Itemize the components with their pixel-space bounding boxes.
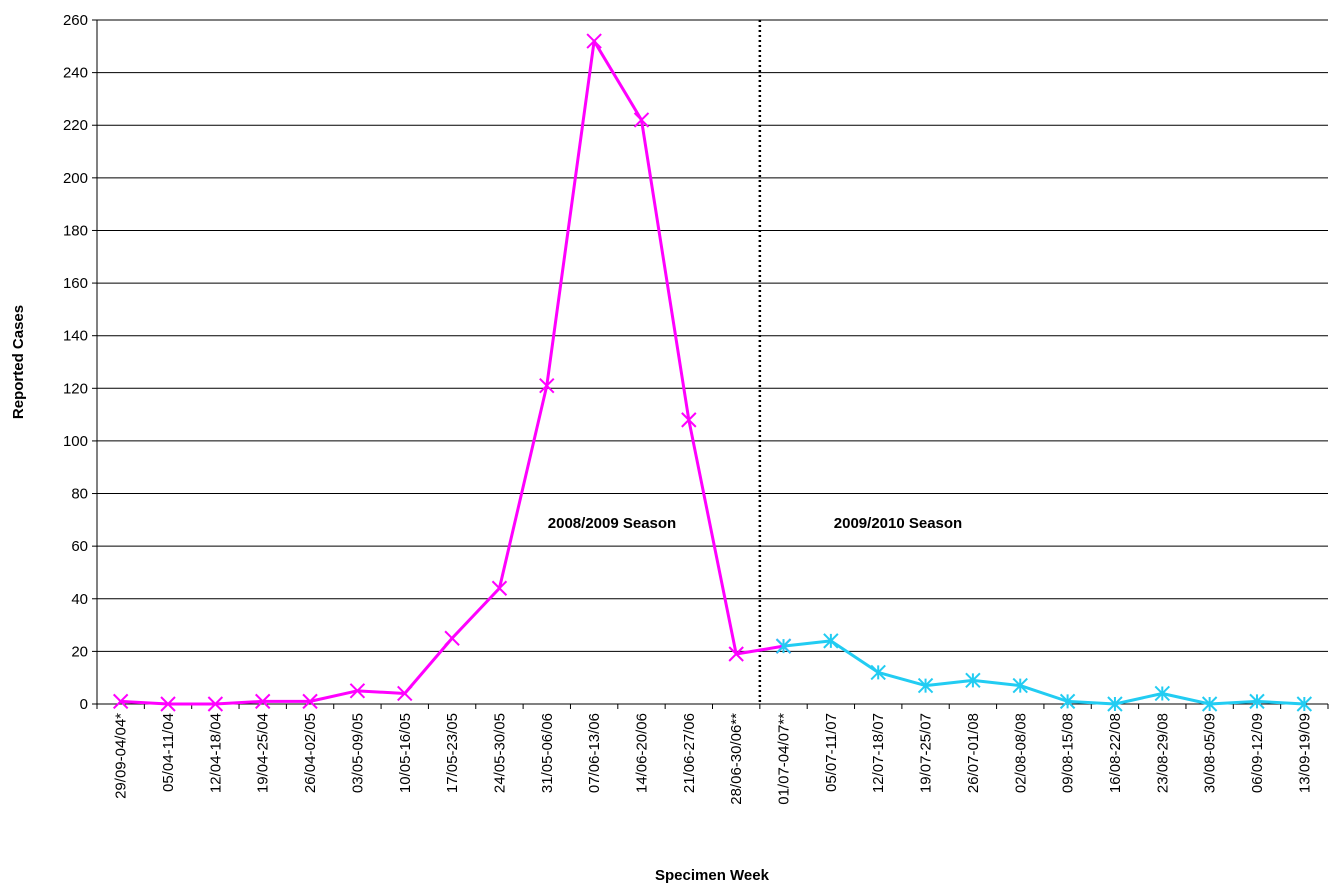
x-tick-label: 05/04-11/04: [160, 713, 177, 792]
marker: [917, 677, 934, 694]
x-tick-label: 29/09-04/04*: [113, 713, 130, 799]
annotation: 2009/2010 Season: [834, 515, 962, 532]
marker: [160, 696, 176, 712]
marker: [681, 412, 697, 428]
y-tick-label: 240: [63, 65, 88, 82]
y-tick-label: 20: [71, 643, 88, 660]
y-tick-label: 100: [63, 433, 88, 450]
x-tick-label: 13/09-19/09: [1296, 713, 1313, 793]
marker: [444, 630, 460, 646]
marker: [491, 580, 508, 596]
y-tick-label: 260: [63, 12, 88, 29]
marker: [775, 638, 792, 654]
x-tick-label: 06/09-12/09: [1249, 713, 1266, 793]
y-tick-label: 120: [63, 380, 88, 397]
marker: [1201, 696, 1218, 712]
marker: [207, 696, 224, 712]
marker: [397, 685, 413, 702]
x-tick-label: 26/07-01/08: [965, 713, 982, 793]
y-tick-label: 40: [71, 591, 88, 608]
y-tick-label: 180: [63, 222, 88, 239]
marker: [539, 377, 555, 394]
x-tick-label: 07/06-13/06: [586, 713, 603, 793]
x-tick-label: 28/06-30/06**: [728, 713, 745, 805]
marker: [586, 33, 602, 49]
marker: [870, 664, 886, 681]
marker: [112, 693, 129, 710]
annotation: 2008/2009 Season: [548, 515, 676, 532]
y-tick-label: 140: [63, 328, 88, 345]
x-tick-label: 21/06-27/06: [681, 713, 698, 793]
x-tick-label: 19/04-25/04: [255, 713, 272, 793]
x-tick-label: 14/06-20/06: [633, 713, 650, 793]
x-tick-label: 05/07-11/07: [823, 713, 840, 792]
marker: [1154, 685, 1170, 702]
y-tick-label: 200: [63, 170, 88, 187]
x-tick-label: 02/08-08/08: [1012, 713, 1029, 793]
marker: [1296, 696, 1313, 712]
x-tick-label: 12/07-18/07: [870, 713, 887, 793]
marker: [633, 112, 650, 128]
x-tick-label: 09/08-15/08: [1060, 713, 1077, 793]
x-axis-label: Specimen Week: [655, 867, 770, 884]
x-tick-label: 26/04-02/05: [302, 713, 319, 793]
marker: [1012, 677, 1028, 694]
y-tick-label: 0: [80, 696, 88, 713]
series-line: [120, 39, 784, 706]
y-tick-label: 160: [63, 275, 88, 292]
x-tick-label: 12/04-18/04: [207, 713, 224, 793]
marker: [1249, 693, 1265, 710]
x-tick-label: 23/08-29/08: [1154, 713, 1171, 793]
x-tick-label: 16/08-22/08: [1107, 713, 1124, 793]
y-tick-label: 220: [63, 117, 88, 134]
x-tick-label: 03/05-09/05: [349, 713, 366, 793]
y-tick-label: 80: [71, 486, 88, 503]
x-tick-label: 17/05-23/05: [444, 713, 461, 793]
y-tick-label: 60: [71, 538, 88, 555]
x-tick-label: 31/05-06/06: [539, 713, 556, 793]
x-tick-label: 10/05-16/05: [397, 713, 414, 793]
x-tick-label: 01/07-04/07**: [776, 713, 793, 805]
marker: [965, 672, 981, 689]
marker: [1107, 696, 1123, 712]
marker: [823, 633, 839, 649]
marker: [349, 683, 366, 699]
x-tick-label: 19/07-25/07: [918, 713, 935, 793]
y-axis-label: Reported Cases: [10, 305, 27, 419]
marker: [728, 646, 744, 662]
x-tick-label: 24/05-30/05: [491, 713, 508, 793]
marker: [302, 693, 318, 710]
series-line: [783, 639, 1305, 706]
marker: [255, 693, 271, 710]
x-tick-label: 30/08-05/09: [1202, 713, 1219, 793]
marker: [1059, 693, 1076, 710]
